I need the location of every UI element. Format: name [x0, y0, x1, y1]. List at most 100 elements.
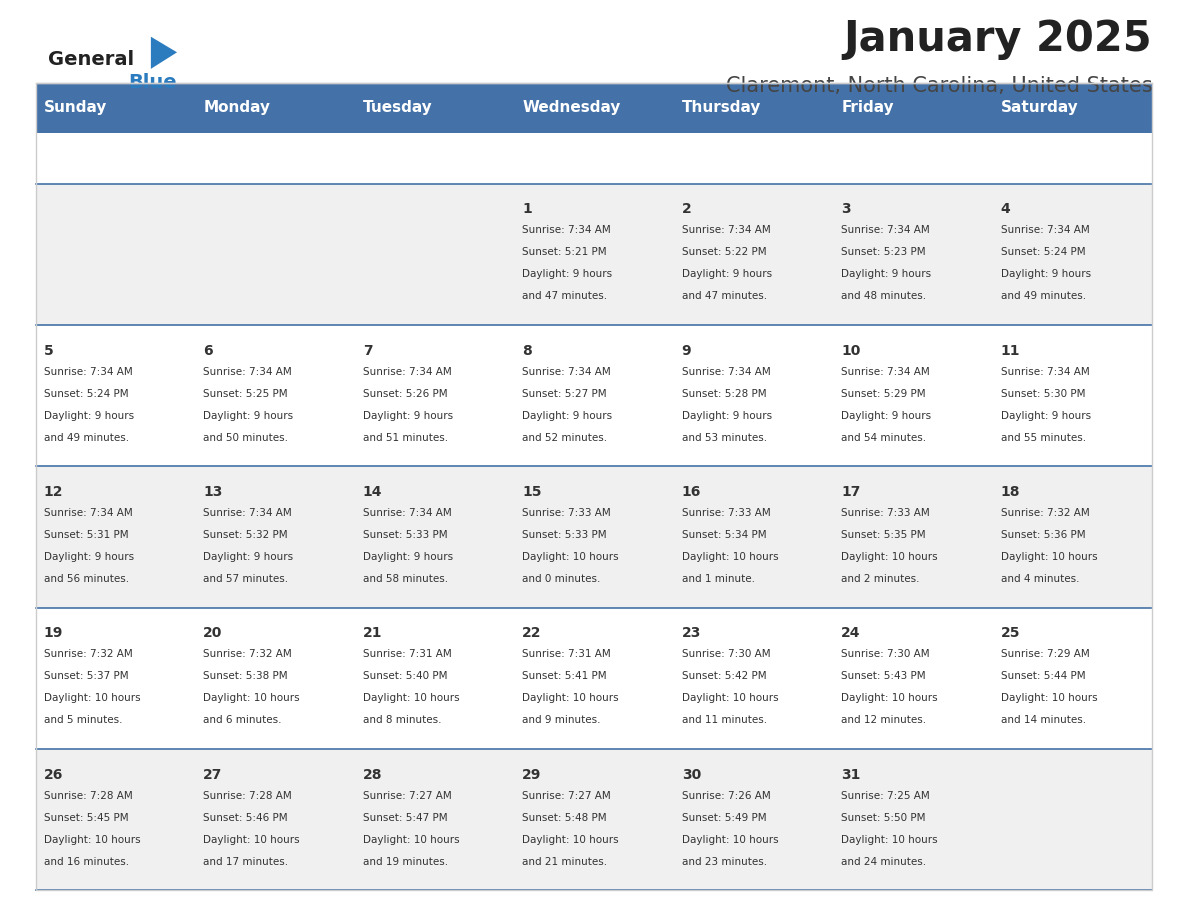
Text: and 52 minutes.: and 52 minutes.: [523, 432, 607, 442]
Text: Sunrise: 7:30 AM: Sunrise: 7:30 AM: [682, 649, 770, 659]
Text: and 47 minutes.: and 47 minutes.: [523, 291, 607, 301]
FancyBboxPatch shape: [195, 466, 355, 608]
Text: and 2 minutes.: and 2 minutes.: [841, 574, 920, 584]
Text: Sunset: 5:38 PM: Sunset: 5:38 PM: [203, 671, 287, 681]
Text: 21: 21: [362, 626, 383, 641]
FancyBboxPatch shape: [993, 466, 1152, 608]
FancyBboxPatch shape: [355, 466, 514, 608]
FancyBboxPatch shape: [355, 83, 514, 133]
Text: and 50 minutes.: and 50 minutes.: [203, 432, 289, 442]
Text: Sunset: 5:24 PM: Sunset: 5:24 PM: [1000, 247, 1086, 257]
FancyBboxPatch shape: [833, 325, 993, 466]
Text: 30: 30: [682, 767, 701, 782]
Text: Sunrise: 7:31 AM: Sunrise: 7:31 AM: [362, 649, 451, 659]
Text: 18: 18: [1000, 485, 1020, 499]
Text: Sunrise: 7:28 AM: Sunrise: 7:28 AM: [44, 790, 132, 800]
Text: Sunset: 5:37 PM: Sunset: 5:37 PM: [44, 671, 128, 681]
Text: and 51 minutes.: and 51 minutes.: [362, 432, 448, 442]
Text: and 14 minutes.: and 14 minutes.: [1000, 715, 1086, 725]
Text: 17: 17: [841, 485, 860, 499]
Text: 27: 27: [203, 767, 222, 782]
Text: Sunrise: 7:34 AM: Sunrise: 7:34 AM: [203, 508, 292, 518]
Text: and 48 minutes.: and 48 minutes.: [841, 291, 927, 301]
Text: Daylight: 9 hours: Daylight: 9 hours: [523, 269, 612, 279]
Text: and 49 minutes.: and 49 minutes.: [44, 432, 128, 442]
Text: and 57 minutes.: and 57 minutes.: [203, 574, 289, 584]
Text: Daylight: 10 hours: Daylight: 10 hours: [523, 552, 619, 562]
FancyBboxPatch shape: [195, 325, 355, 466]
Text: 29: 29: [523, 767, 542, 782]
FancyBboxPatch shape: [993, 325, 1152, 466]
Text: Sunset: 5:26 PM: Sunset: 5:26 PM: [362, 388, 448, 398]
Text: 31: 31: [841, 767, 860, 782]
Text: Daylight: 9 hours: Daylight: 9 hours: [841, 410, 931, 420]
FancyBboxPatch shape: [36, 608, 195, 749]
FancyBboxPatch shape: [833, 466, 993, 608]
Text: and 55 minutes.: and 55 minutes.: [1000, 432, 1086, 442]
Text: General: General: [48, 50, 133, 69]
Text: Saturday: Saturday: [1000, 100, 1079, 116]
Text: January 2025: January 2025: [843, 17, 1152, 60]
Text: and 6 minutes.: and 6 minutes.: [203, 715, 282, 725]
FancyBboxPatch shape: [993, 749, 1152, 890]
Text: and 21 minutes.: and 21 minutes.: [523, 856, 607, 867]
Text: Sunset: 5:41 PM: Sunset: 5:41 PM: [523, 671, 607, 681]
Text: Daylight: 10 hours: Daylight: 10 hours: [682, 693, 778, 703]
Text: Sunrise: 7:34 AM: Sunrise: 7:34 AM: [841, 225, 930, 235]
FancyBboxPatch shape: [833, 608, 993, 749]
Text: 12: 12: [44, 485, 63, 499]
Text: and 24 minutes.: and 24 minutes.: [841, 856, 927, 867]
Text: Sunset: 5:42 PM: Sunset: 5:42 PM: [682, 671, 766, 681]
Polygon shape: [151, 37, 177, 69]
FancyBboxPatch shape: [355, 325, 514, 466]
Text: Daylight: 9 hours: Daylight: 9 hours: [362, 552, 453, 562]
Text: Sunday: Sunday: [44, 100, 107, 116]
Text: Daylight: 10 hours: Daylight: 10 hours: [841, 552, 937, 562]
Text: 2: 2: [682, 202, 691, 217]
Text: and 23 minutes.: and 23 minutes.: [682, 856, 767, 867]
Text: Sunrise: 7:28 AM: Sunrise: 7:28 AM: [203, 790, 292, 800]
Text: Sunset: 5:48 PM: Sunset: 5:48 PM: [523, 812, 607, 823]
FancyBboxPatch shape: [674, 184, 833, 325]
Text: and 17 minutes.: and 17 minutes.: [203, 856, 289, 867]
Text: Sunset: 5:21 PM: Sunset: 5:21 PM: [523, 247, 607, 257]
FancyBboxPatch shape: [993, 83, 1152, 133]
Text: and 8 minutes.: and 8 minutes.: [362, 715, 441, 725]
Text: Daylight: 10 hours: Daylight: 10 hours: [1000, 552, 1098, 562]
FancyBboxPatch shape: [36, 83, 195, 133]
FancyBboxPatch shape: [514, 749, 674, 890]
Text: Sunset: 5:28 PM: Sunset: 5:28 PM: [682, 388, 766, 398]
Text: Sunset: 5:33 PM: Sunset: 5:33 PM: [523, 530, 607, 540]
Text: Sunrise: 7:27 AM: Sunrise: 7:27 AM: [523, 790, 611, 800]
Text: Sunset: 5:36 PM: Sunset: 5:36 PM: [1000, 530, 1086, 540]
Text: Daylight: 10 hours: Daylight: 10 hours: [523, 834, 619, 845]
Text: 7: 7: [362, 343, 372, 358]
FancyBboxPatch shape: [514, 83, 674, 133]
Text: Sunrise: 7:26 AM: Sunrise: 7:26 AM: [682, 790, 771, 800]
Text: Sunrise: 7:34 AM: Sunrise: 7:34 AM: [44, 508, 132, 518]
Text: Sunset: 5:24 PM: Sunset: 5:24 PM: [44, 388, 128, 398]
Text: Claremont, North Carolina, United States: Claremont, North Carolina, United States: [726, 76, 1152, 96]
FancyBboxPatch shape: [36, 325, 195, 466]
Text: Sunrise: 7:34 AM: Sunrise: 7:34 AM: [841, 366, 930, 376]
FancyBboxPatch shape: [833, 749, 993, 890]
Text: Sunset: 5:46 PM: Sunset: 5:46 PM: [203, 812, 287, 823]
Text: Daylight: 10 hours: Daylight: 10 hours: [203, 834, 299, 845]
FancyBboxPatch shape: [355, 184, 514, 325]
FancyBboxPatch shape: [674, 466, 833, 608]
Text: and 11 minutes.: and 11 minutes.: [682, 715, 767, 725]
Text: Sunrise: 7:34 AM: Sunrise: 7:34 AM: [44, 366, 132, 376]
Text: Sunrise: 7:33 AM: Sunrise: 7:33 AM: [523, 508, 611, 518]
FancyBboxPatch shape: [514, 466, 674, 608]
Text: Sunrise: 7:31 AM: Sunrise: 7:31 AM: [523, 649, 611, 659]
Text: Daylight: 9 hours: Daylight: 9 hours: [44, 410, 134, 420]
Text: Daylight: 10 hours: Daylight: 10 hours: [1000, 693, 1098, 703]
Text: Sunrise: 7:25 AM: Sunrise: 7:25 AM: [841, 790, 930, 800]
Text: Sunset: 5:25 PM: Sunset: 5:25 PM: [203, 388, 287, 398]
Text: 28: 28: [362, 767, 383, 782]
FancyBboxPatch shape: [674, 608, 833, 749]
Text: Daylight: 10 hours: Daylight: 10 hours: [841, 693, 937, 703]
Text: Friday: Friday: [841, 100, 893, 116]
FancyBboxPatch shape: [195, 83, 355, 133]
Text: 13: 13: [203, 485, 222, 499]
